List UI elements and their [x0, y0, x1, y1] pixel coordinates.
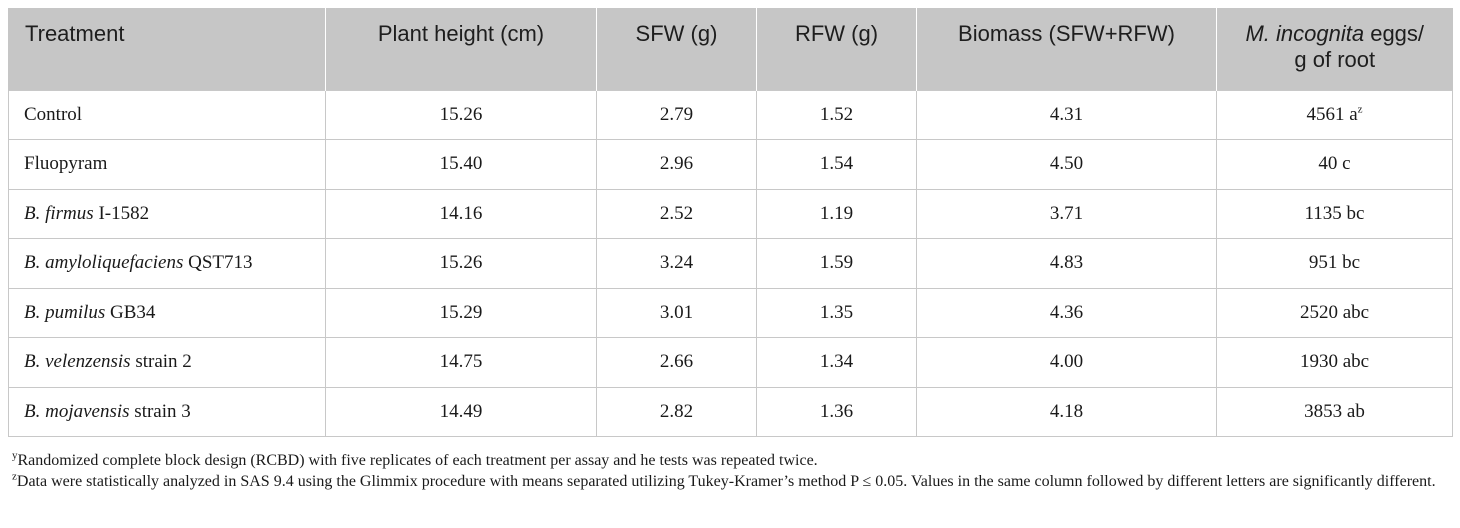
header-sfw: SFW (g): [596, 8, 757, 90]
treatment-species: B. firmus: [24, 202, 94, 224]
cell-biomass: 4.00: [916, 337, 1217, 388]
table-row: Fluopyram 15.40 2.96 1.54 4.50 40 c: [8, 139, 1453, 190]
cell-plant-height: 14.16: [325, 188, 597, 239]
header-biomass: Biomass (SFW+RFW): [916, 8, 1217, 90]
treatment-label: strain 2: [130, 351, 192, 373]
cell-rfw: 1.19: [756, 188, 917, 239]
header-plant-height: Plant height (cm): [325, 8, 597, 90]
table-header-row: Treatment Plant height (cm) SFW (g) RFW …: [8, 8, 1453, 90]
results-table: Treatment Plant height (cm) SFW (g) RFW …: [8, 8, 1453, 437]
cell-plant-height: 14.49: [325, 386, 597, 437]
table-row: B. firmus I-1582 14.16 2.52 1.19 3.71 1135 bc: [8, 188, 1453, 239]
cell-rfw: 1.52: [756, 89, 917, 140]
cell-eggs: 1930 abc: [1216, 337, 1453, 388]
cell-rfw: 1.54: [756, 139, 917, 190]
cell-plant-height: 14.75: [325, 337, 597, 388]
table-row: B. mojavensis strain 3 14.49 2.82 1.36 4.18 3…: [8, 386, 1453, 437]
eggs-value: 40 c: [1318, 153, 1351, 175]
cell-plant-height: 15.40: [325, 139, 597, 190]
footnote-text: Randomized complete block design (RCBD) …: [17, 452, 818, 469]
cell-rfw: 1.35: [756, 287, 917, 338]
treatment-label: I-1582: [93, 202, 150, 224]
cell-treatment: B. pumilus GB34: [8, 287, 326, 338]
eggs-value: 1135 bc: [1304, 202, 1365, 224]
cell-biomass: 4.31: [916, 89, 1217, 140]
header-eggs-label: eggs/: [1364, 21, 1425, 46]
footnote-mark: y: [12, 449, 18, 462]
header-eggs-unit: g of root: [1294, 47, 1376, 72]
cell-eggs: 951 bc: [1216, 238, 1453, 289]
header-treatment: Treatment: [8, 8, 326, 90]
cell-rfw: 1.36: [756, 386, 917, 437]
footnote-text: Data were statistically analyzed in SAS …: [16, 473, 1436, 490]
cell-treatment: B. velenzensis strain 2: [8, 337, 326, 388]
treatment-label: Control: [24, 103, 83, 125]
treatment-species: B. velenzensis: [24, 351, 131, 373]
cell-sfw: 2.79: [596, 89, 757, 140]
cell-sfw: 2.66: [596, 337, 757, 388]
footnote-z: zData were statistically analyzed in SAS…: [12, 471, 1452, 492]
cell-biomass: 4.50: [916, 139, 1217, 190]
footnote-mark: z: [12, 470, 17, 483]
header-eggs-species: M. incognita: [1245, 21, 1365, 46]
cell-sfw: 3.01: [596, 287, 757, 338]
table-row: B. pumilus GB34 15.29 3.01 1.35 4.36 2520 abc: [8, 287, 1453, 338]
cell-biomass: 4.36: [916, 287, 1217, 338]
cell-plant-height: 15.26: [325, 238, 597, 289]
cell-sfw: 3.24: [596, 238, 757, 289]
cell-biomass: 3.71: [916, 188, 1217, 239]
cell-eggs: 1135 bc: [1216, 188, 1453, 239]
table-row: B. velenzensis strain 2 14.75 2.66 1.34 4.00…: [8, 337, 1453, 388]
eggs-value: 4561 a: [1306, 103, 1358, 125]
cell-treatment: Control: [8, 89, 326, 140]
cell-eggs: 4561 az: [1216, 89, 1453, 140]
cell-eggs: 2520 abc: [1216, 287, 1453, 338]
footnotes: yRandomized complete block design (RCBD)…: [12, 450, 1452, 492]
footnote-y: yRandomized complete block design (RCBD)…: [12, 450, 1452, 471]
cell-sfw: 2.52: [596, 188, 757, 239]
cell-biomass: 4.18: [916, 386, 1217, 437]
cell-eggs: 40 c: [1216, 139, 1453, 190]
cell-plant-height: 15.26: [325, 89, 597, 140]
cell-eggs: 3853 ab: [1216, 386, 1453, 437]
treatment-label: QST713: [183, 252, 253, 274]
eggs-value: 3853 ab: [1304, 400, 1365, 422]
cell-sfw: 2.82: [596, 386, 757, 437]
cell-biomass: 4.83: [916, 238, 1217, 289]
cell-treatment: B. amyloliquefaciens QST713: [8, 238, 326, 289]
treatment-species: B. mojavensis: [24, 400, 130, 422]
cell-treatment: B. mojavensis strain 3: [8, 386, 326, 437]
table-row: B. amyloliquefaciens QST713 15.26 3.24 1.59…: [8, 238, 1453, 289]
header-rfw: RFW (g): [756, 8, 917, 90]
eggs-value: 1930 abc: [1299, 351, 1370, 373]
treatment-species: B. pumilus: [24, 301, 106, 323]
header-eggs: M. incognita eggs/g of root: [1216, 8, 1453, 90]
cell-rfw: 1.34: [756, 337, 917, 388]
treatment-label: GB34: [105, 301, 156, 323]
cell-treatment: B. firmus I-1582: [8, 188, 326, 239]
treatment-label: Fluopyram: [24, 153, 108, 175]
eggs-value: 2520 abc: [1299, 301, 1370, 323]
cell-sfw: 2.96: [596, 139, 757, 190]
treatment-species: B. amyloliquefaciens: [24, 252, 184, 274]
cell-treatment: Fluopyram: [8, 139, 326, 190]
cell-rfw: 1.59: [756, 238, 917, 289]
eggs-value: 951 bc: [1308, 252, 1361, 274]
eggs-superscript: z: [1357, 103, 1363, 116]
table-row: Control 15.26 2.79 1.52 4.31 4561 az: [8, 89, 1453, 140]
treatment-label: strain 3: [129, 400, 191, 422]
cell-plant-height: 15.29: [325, 287, 597, 338]
